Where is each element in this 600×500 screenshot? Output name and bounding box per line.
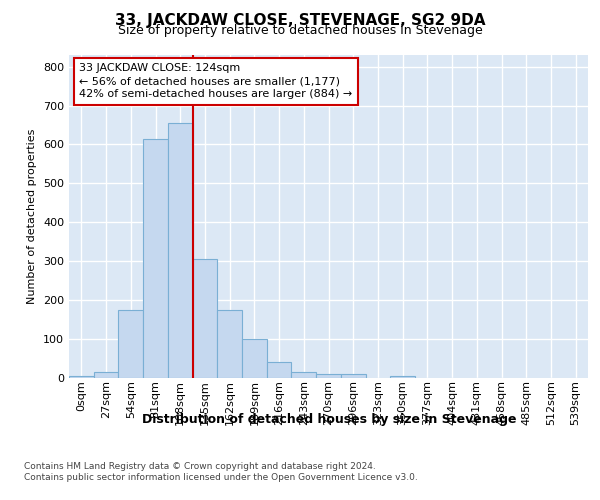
Bar	[168, 123, 193, 378]
Bar	[69, 376, 94, 378]
Bar	[118, 310, 143, 378]
Bar	[217, 310, 242, 378]
Text: Distribution of detached houses by size in Stevenage: Distribution of detached houses by size …	[142, 412, 516, 426]
Bar	[193, 259, 217, 378]
Bar	[292, 372, 316, 378]
Bar	[242, 338, 267, 378]
Bar	[316, 374, 341, 378]
Bar	[267, 362, 292, 378]
Text: 33 JACKDAW CLOSE: 124sqm
← 56% of detached houses are smaller (1,177)
42% of sem: 33 JACKDAW CLOSE: 124sqm ← 56% of detach…	[79, 63, 353, 100]
Bar	[390, 376, 415, 378]
Bar	[94, 372, 118, 378]
Text: Contains public sector information licensed under the Open Government Licence v3: Contains public sector information licen…	[24, 473, 418, 482]
Bar	[341, 374, 365, 378]
Text: Size of property relative to detached houses in Stevenage: Size of property relative to detached ho…	[118, 24, 482, 37]
Bar	[143, 138, 168, 378]
Y-axis label: Number of detached properties: Number of detached properties	[28, 128, 37, 304]
Text: 33, JACKDAW CLOSE, STEVENAGE, SG2 9DA: 33, JACKDAW CLOSE, STEVENAGE, SG2 9DA	[115, 12, 485, 28]
Text: Contains HM Land Registry data © Crown copyright and database right 2024.: Contains HM Land Registry data © Crown c…	[24, 462, 376, 471]
